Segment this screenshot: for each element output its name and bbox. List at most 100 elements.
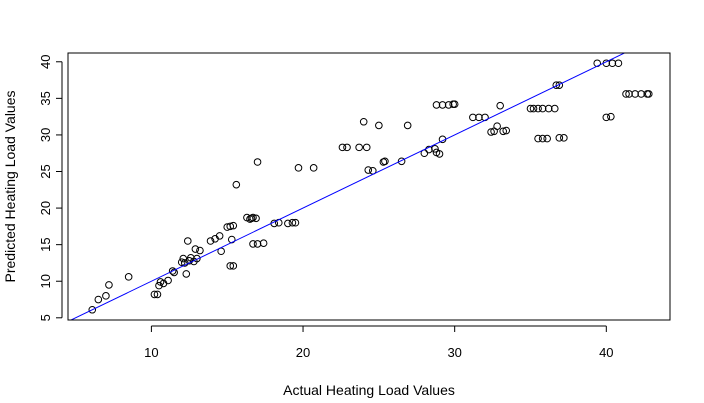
data-point xyxy=(284,219,292,228)
y-tick-label: 5 xyxy=(38,314,53,321)
data-point xyxy=(88,305,97,314)
data-point xyxy=(94,295,103,304)
data-point xyxy=(309,164,318,172)
data-point xyxy=(168,267,177,275)
data-point xyxy=(105,281,113,289)
data-point xyxy=(226,222,235,231)
data-point xyxy=(502,126,511,135)
data-point xyxy=(560,134,568,142)
data-point xyxy=(182,270,191,278)
data-point xyxy=(435,150,444,158)
data-point xyxy=(355,143,363,152)
data-point xyxy=(526,104,535,113)
data-point xyxy=(637,90,645,98)
data-point xyxy=(180,259,189,267)
data-point xyxy=(294,164,303,172)
data-point xyxy=(496,101,504,110)
data-point xyxy=(191,245,200,253)
data-point xyxy=(538,134,547,143)
x-tick-label: 10 xyxy=(144,345,158,360)
reference-line xyxy=(69,53,626,320)
data-point xyxy=(229,221,238,230)
data-point xyxy=(193,254,201,263)
data-point xyxy=(397,157,406,166)
data-point xyxy=(359,117,368,126)
data-point xyxy=(177,258,186,267)
data-point xyxy=(253,240,262,248)
data-point xyxy=(362,143,371,152)
x-tick-label: 30 xyxy=(447,345,461,360)
data-point xyxy=(206,237,215,245)
y-tick-label: 40 xyxy=(38,55,53,69)
data-point xyxy=(153,290,162,299)
data-point xyxy=(614,59,623,68)
data-point xyxy=(232,180,241,189)
data-point xyxy=(449,100,457,109)
data-point xyxy=(487,128,495,136)
data-point xyxy=(555,134,564,142)
data-point xyxy=(259,239,268,247)
y-axis: 5 10 15 20 25 30 35 40 xyxy=(38,55,63,321)
data-point xyxy=(124,273,133,281)
x-tick-label: 40 xyxy=(599,345,613,360)
data-point xyxy=(164,276,172,285)
data-point xyxy=(625,90,633,98)
y-tick-label: 20 xyxy=(38,201,53,215)
data-point xyxy=(291,218,300,227)
data-points xyxy=(88,59,653,314)
data-point xyxy=(602,113,611,122)
data-point xyxy=(183,237,192,245)
data-point xyxy=(364,166,373,174)
data-point xyxy=(622,90,630,98)
x-tick-label: 20 xyxy=(296,345,310,360)
data-point xyxy=(170,268,178,277)
data-point xyxy=(469,113,477,122)
data-point xyxy=(543,134,551,143)
data-point xyxy=(431,145,439,153)
x-axis: 10 20 30 40 xyxy=(144,325,614,360)
data-point xyxy=(196,246,204,255)
data-point xyxy=(288,218,297,227)
data-point xyxy=(403,121,412,130)
y-tick-label: 35 xyxy=(38,91,53,105)
y-axis-title: Predicted Heating Load Values xyxy=(2,91,18,283)
data-point xyxy=(150,290,159,299)
data-point xyxy=(229,262,238,270)
data-point xyxy=(493,122,501,130)
data-point xyxy=(475,113,483,122)
data-point xyxy=(155,281,163,290)
data-point xyxy=(343,143,351,152)
y-tick-label: 10 xyxy=(38,274,53,288)
y-tick-label: 15 xyxy=(38,237,53,251)
data-point xyxy=(555,81,564,89)
y-tick-label: 25 xyxy=(38,164,53,178)
data-point xyxy=(534,134,542,143)
data-point xyxy=(544,104,553,113)
data-point xyxy=(252,214,260,223)
data-point xyxy=(381,157,389,166)
data-point xyxy=(215,232,224,240)
data-point xyxy=(552,81,561,89)
y-tick-label: 30 xyxy=(38,128,53,142)
data-point xyxy=(631,90,639,98)
x-axis-title: Actual Heating Load Values xyxy=(283,382,455,398)
data-point xyxy=(538,104,547,113)
data-point xyxy=(226,262,235,270)
data-point xyxy=(249,213,257,222)
data-point xyxy=(438,101,447,109)
plot-frame xyxy=(67,52,671,321)
reference-line-layer xyxy=(69,53,626,320)
data-point xyxy=(644,90,653,98)
data-point xyxy=(534,104,542,113)
data-point xyxy=(499,127,507,136)
data-point xyxy=(607,112,615,121)
data-point xyxy=(102,292,110,300)
data-point xyxy=(529,104,538,113)
data-point xyxy=(375,121,383,130)
data-point xyxy=(450,100,459,109)
data-point xyxy=(550,104,559,113)
data-point xyxy=(432,101,441,109)
data-point xyxy=(253,158,262,166)
